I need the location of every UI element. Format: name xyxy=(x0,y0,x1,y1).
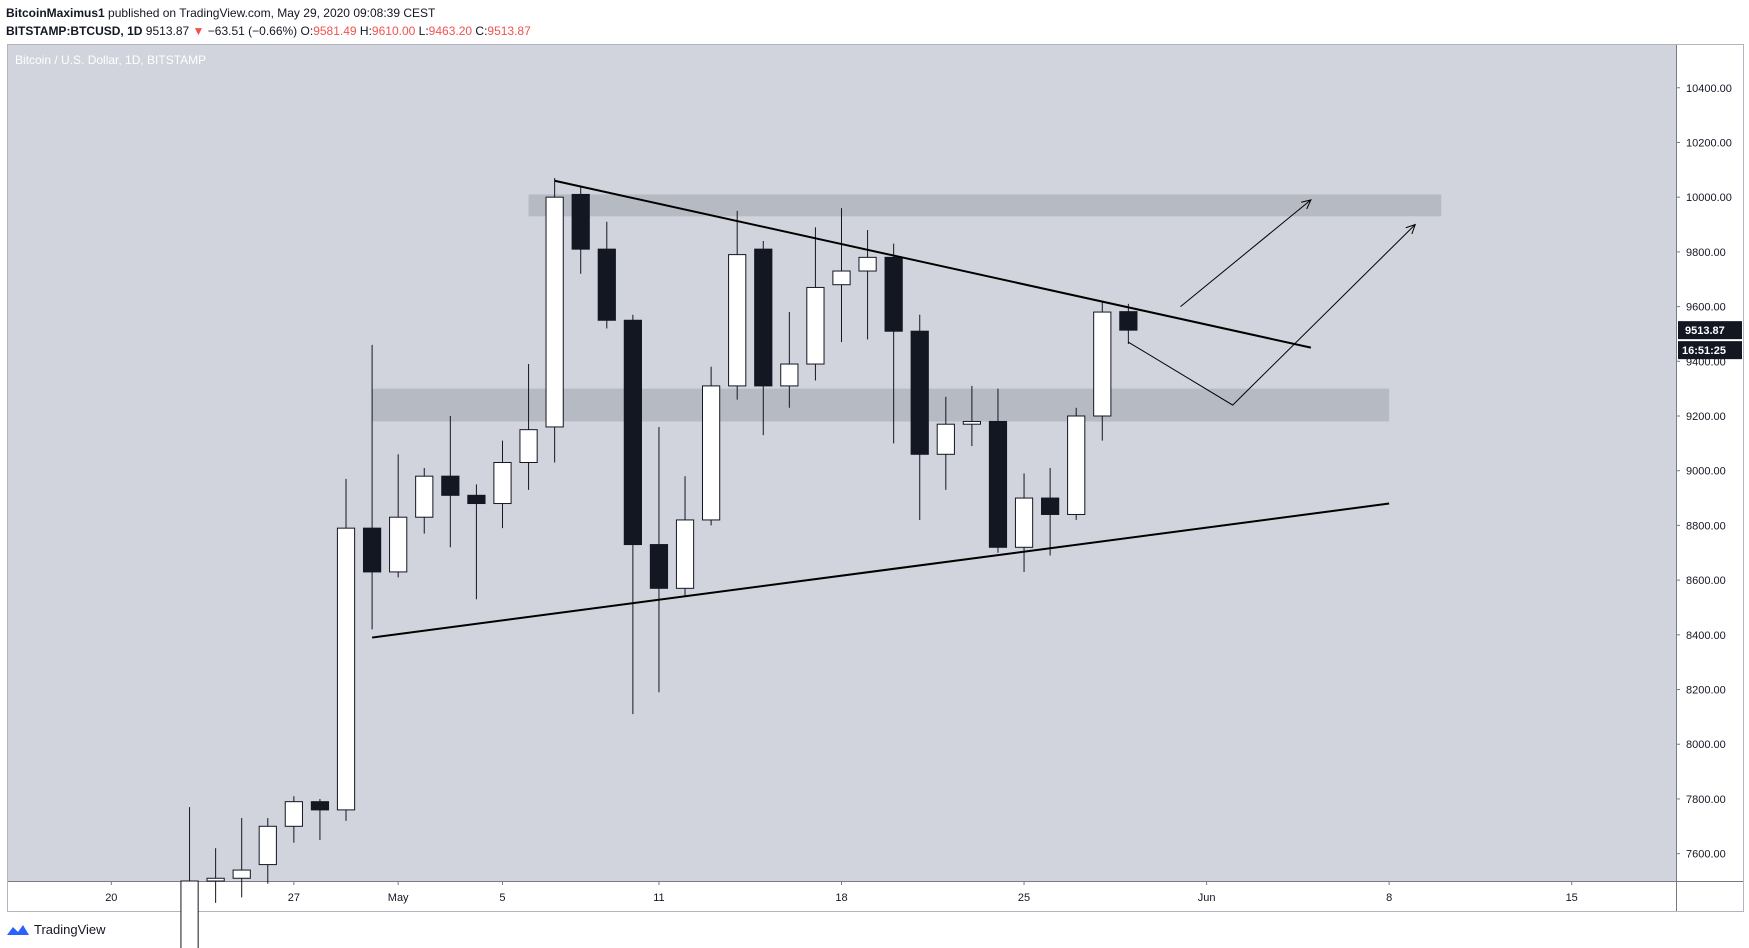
candle-down xyxy=(1041,497,1060,515)
candle-up xyxy=(806,286,825,365)
y-tick-label: 8000.00 xyxy=(1686,739,1726,751)
candle-up xyxy=(780,363,799,387)
x-tick-label: 18 xyxy=(835,892,847,904)
candle-down xyxy=(467,494,486,505)
y-tick-label: 9800.00 xyxy=(1686,247,1726,259)
y-tick-label: 8400.00 xyxy=(1686,630,1726,642)
candle-up xyxy=(1067,415,1086,515)
low-label: L: xyxy=(418,24,429,38)
candle-down xyxy=(884,256,903,332)
candle-down xyxy=(988,420,1008,548)
symbol-label[interactable]: BITSTAMP:BTCUSD, 1D xyxy=(6,24,143,38)
candle-down xyxy=(623,319,642,546)
candle-up xyxy=(389,516,408,573)
arrowhead xyxy=(1405,223,1417,235)
x-tick-label: 20 xyxy=(105,892,117,904)
trendline xyxy=(554,179,1312,349)
time-axis xyxy=(7,881,1676,912)
change-value: −63.51 (−0.66%) xyxy=(207,24,298,38)
x-tick-label: 5 xyxy=(499,892,505,904)
candle-down xyxy=(754,248,773,387)
candle-up xyxy=(180,880,199,948)
candle-down xyxy=(310,801,330,811)
candle-up xyxy=(1014,497,1034,548)
candle-up xyxy=(493,462,512,505)
candle-down xyxy=(362,527,382,573)
x-tick-label: 11 xyxy=(653,892,664,904)
close-label: C: xyxy=(475,24,488,38)
price-axis xyxy=(1676,44,1744,881)
y-tick-label: 9600.00 xyxy=(1686,302,1726,314)
close-value: 9513.87 xyxy=(487,24,531,38)
y-tick-label: 8200.00 xyxy=(1686,685,1726,697)
y-tick-label: 8600.00 xyxy=(1686,575,1726,587)
x-tick-label: 8 xyxy=(1386,892,1392,904)
candle-up xyxy=(206,877,225,882)
symbol-info: BITSTAMP:BTCUSD, 1D 9513.87 ▼ −63.51 (−0… xyxy=(6,24,531,38)
chart-frame xyxy=(7,44,1744,912)
candle-up xyxy=(258,825,277,866)
candle-up xyxy=(1093,311,1112,417)
publish-text: published on TradingView.com, May 29, 20… xyxy=(108,6,436,20)
author-name[interactable]: BitcoinMaximus1 xyxy=(6,6,105,20)
candle-up xyxy=(832,270,851,286)
candle-up xyxy=(232,869,251,879)
low-value: 9463.20 xyxy=(428,24,473,38)
candle-down xyxy=(441,475,460,496)
candle-up xyxy=(415,475,434,518)
projection-arrow xyxy=(1180,199,1312,307)
high-value: 9610.00 xyxy=(371,24,416,38)
y-tick-label: 10400.00 xyxy=(1686,83,1732,95)
projection-arrow xyxy=(1128,224,1416,406)
last-price-badge xyxy=(1678,321,1742,340)
last-price-label: 9513.87 xyxy=(1685,325,1725,337)
plot-area xyxy=(7,44,1676,881)
publish-info: BitcoinMaximus1 published on TradingView… xyxy=(6,6,435,20)
open-label: O: xyxy=(300,24,314,38)
y-tick-label: 10200.00 xyxy=(1686,137,1732,149)
candle-up xyxy=(545,196,564,428)
resistance-zone xyxy=(528,194,1442,217)
last-value: 9513.87 xyxy=(145,24,190,38)
countdown-label: 16:51:25 xyxy=(1682,345,1726,357)
trendline xyxy=(371,502,1390,639)
tradingview-logo-text: TradingView xyxy=(34,922,106,937)
y-tick-label: 10000.00 xyxy=(1686,192,1732,204)
candle-down xyxy=(1119,311,1138,331)
candle-up xyxy=(962,420,981,425)
candle-up xyxy=(284,801,303,827)
y-tick-label: 8800.00 xyxy=(1686,520,1726,532)
x-tick-label: May xyxy=(388,892,409,904)
candle-up xyxy=(675,519,695,589)
candle-up xyxy=(519,429,538,464)
y-tick-label: 9000.00 xyxy=(1686,466,1726,478)
x-tick-label: 25 xyxy=(1018,892,1030,904)
x-tick-label: 15 xyxy=(1566,892,1578,904)
tradingview-logo[interactable]: TradingView xyxy=(6,922,106,937)
candle-up xyxy=(728,254,747,387)
countdown-badge xyxy=(1678,341,1742,360)
candle-down xyxy=(649,544,669,589)
tradingview-logo-icon xyxy=(7,924,29,935)
high-label: H: xyxy=(359,24,372,38)
y-tick-label: 7800.00 xyxy=(1686,794,1726,806)
arrowhead xyxy=(1301,199,1312,210)
candle-down xyxy=(910,330,929,455)
candle-up xyxy=(702,385,721,521)
candle-up xyxy=(936,423,955,455)
open-value: 9581.49 xyxy=(313,24,357,38)
y-tick-label: 9200.00 xyxy=(1686,411,1726,423)
chart-title: Bitcoin / U.S. Dollar, 1D, BITSTAMP xyxy=(15,53,206,67)
x-tick-label: Jun xyxy=(1198,892,1216,904)
y-tick-label: 7600.00 xyxy=(1686,849,1726,861)
x-tick-label: 27 xyxy=(288,892,300,904)
candle-up xyxy=(858,256,877,272)
resistance-zone xyxy=(372,388,1390,422)
down-arrow-icon: ▼ xyxy=(192,24,205,38)
candle-up xyxy=(336,527,356,811)
y-tick-label: 9400.00 xyxy=(1686,356,1726,368)
candle-down xyxy=(597,248,616,321)
candle-down xyxy=(571,193,590,250)
